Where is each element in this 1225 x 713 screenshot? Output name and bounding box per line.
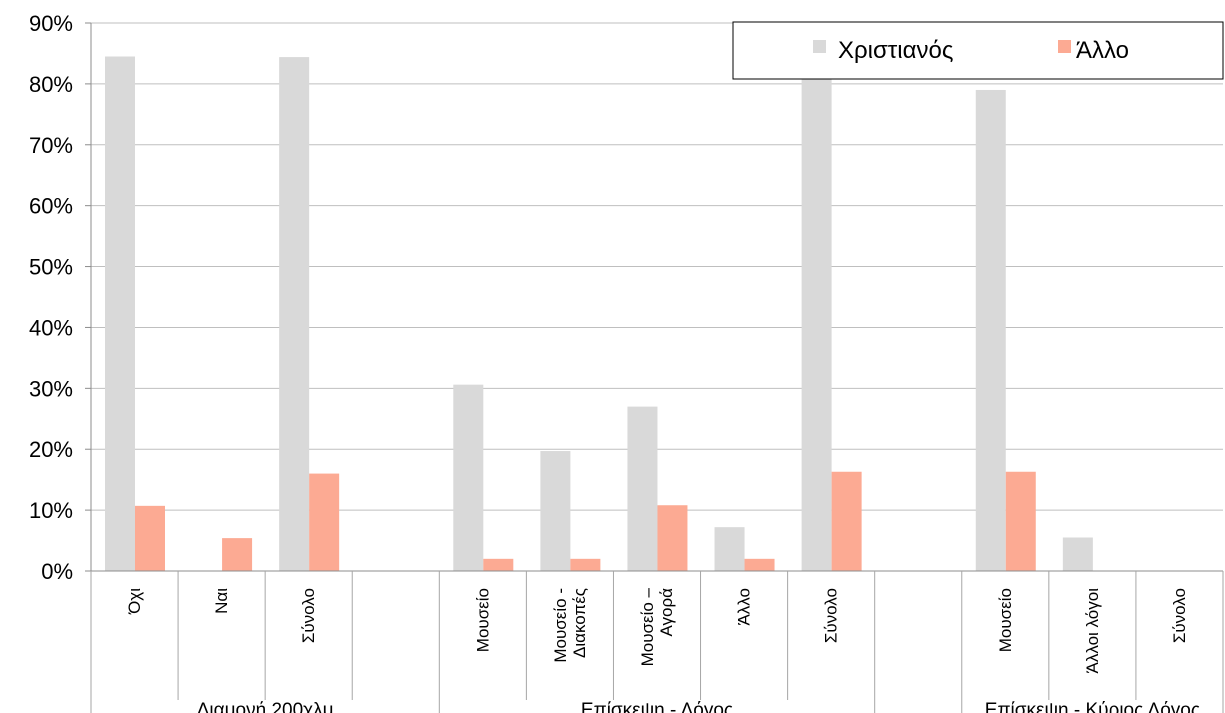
- y-tick-label: 70%: [29, 133, 73, 158]
- group-labels: Διαμονή 200χλμ Επίσκεψη - Λόγος Επίσκεψη -…: [197, 700, 1200, 713]
- bar-0-5: [540, 451, 571, 571]
- bar-0-10: [975, 89, 1006, 571]
- y-tick-label: 20%: [29, 437, 73, 462]
- category-label: Μουσείο –: [638, 587, 657, 666]
- bar-1-7: [744, 558, 775, 571]
- category-label: Διακοπές: [570, 588, 589, 658]
- bar-0-6: [627, 406, 658, 571]
- category-label: Σύνολο: [1170, 588, 1189, 643]
- bar-0-8: [801, 77, 832, 572]
- legend-box: [732, 21, 1224, 80]
- category-label: Σύνολο: [822, 588, 841, 643]
- bar-0-2: [279, 57, 310, 571]
- group-label: Επίσκεψη - Κύριος Λόγος: [985, 700, 1200, 713]
- y-tick-label: 30%: [29, 376, 73, 401]
- category-label: Μουσείο: [473, 588, 492, 652]
- category-label: Μουσείο -: [551, 588, 570, 663]
- legend-label-series-1: Άλλο: [1076, 37, 1129, 64]
- bar-1-1: [222, 538, 253, 571]
- y-tick-label: 80%: [29, 72, 73, 97]
- category-labels: Όχι Ναι Σύνολο Μουσείο Μουσείο - Διακοπές Μουσ…: [125, 587, 1189, 673]
- bar-0-0: [105, 56, 135, 571]
- bar-1-5: [570, 558, 601, 571]
- bar-0-4: [453, 384, 484, 571]
- bar-1-8: [831, 471, 862, 571]
- y-tick-label: 50%: [29, 255, 73, 280]
- bar-1-6: [657, 505, 688, 571]
- y-tick-label: 60%: [29, 194, 73, 219]
- bar-1-10: [1005, 471, 1036, 571]
- bars: [105, 56, 1093, 572]
- category-label: Μουσείο: [996, 588, 1015, 652]
- group-label: Επίσκεψη - Λόγος: [581, 700, 733, 713]
- legend-swatch-series-0: [813, 40, 826, 53]
- group-label: Διαμονή 200χλμ: [197, 700, 334, 713]
- legend-swatch-series-1: [1058, 40, 1071, 53]
- bar-0-11: [1062, 537, 1093, 571]
- legend-label-series-0: Χριστιανός: [838, 37, 953, 64]
- category-label: Αγορά: [657, 588, 676, 637]
- y-axis-ticks: 0% 10% 20% 30% 40% 50% 60% 70% 80% 90%: [29, 11, 91, 584]
- y-tick-label: 10%: [29, 498, 73, 523]
- category-label: Σύνολο: [299, 588, 318, 643]
- axes: [90, 23, 1224, 713]
- category-label: Άλλο: [735, 588, 754, 626]
- y-tick-label: 40%: [29, 315, 73, 340]
- legend: Χριστιανός Άλλο: [732, 21, 1224, 80]
- category-label: Όχι: [125, 588, 144, 615]
- bar-1-0: [135, 505, 165, 571]
- category-label: Ναι: [212, 588, 231, 614]
- y-tick-label: 0%: [41, 559, 73, 584]
- bar-0-7: [714, 527, 745, 571]
- bar-1-4: [483, 558, 514, 571]
- bar-1-2: [309, 473, 340, 571]
- y-tick-label: 90%: [29, 11, 73, 36]
- category-label: Άλλοι λόγοι: [1083, 588, 1102, 674]
